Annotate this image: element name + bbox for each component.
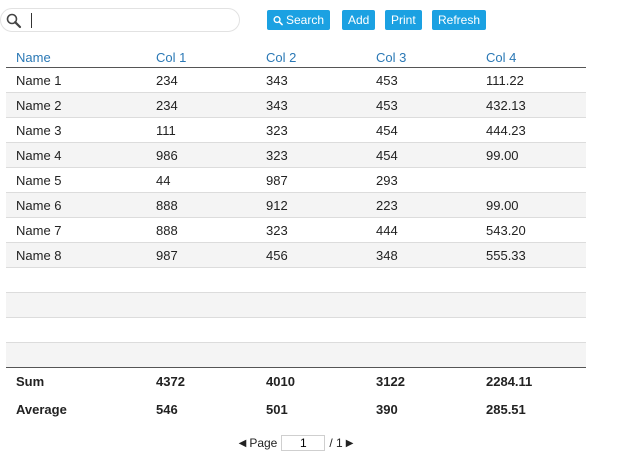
table-cell: 432.13 [486,98,526,113]
refresh-button[interactable]: Refresh [432,10,486,30]
search-button[interactable]: Search [267,10,330,30]
table-cell: 99.00 [486,148,519,163]
add-button-label: Add [348,13,370,27]
table-cell: 234 [156,73,178,88]
text-cursor [31,13,32,28]
print-button-label: Print [391,13,416,27]
column-header-col3[interactable]: Col 3 [376,50,407,65]
summary-label: Sum [16,374,45,389]
table-row[interactable]: Name 7 888 323 444 543.20 [6,218,586,243]
table-cell: 223 [376,198,398,213]
previous-page-icon[interactable]: ◀ [238,437,247,449]
table-cell: 348 [376,248,398,263]
summary-value: 390 [376,402,398,417]
table-cell: 323 [266,223,288,238]
empty-row [6,268,586,293]
table-row[interactable]: Name 5 44 987 293 [6,168,586,193]
table-cell: 453 [376,73,398,88]
summary-value: 4010 [266,374,295,389]
table-cell: 888 [156,198,178,213]
table-cell: 912 [266,198,288,213]
summary-value: 501 [266,402,288,417]
search-input[interactable] [27,11,227,29]
pager-total: / 1 [329,436,343,450]
table-cell: Name 4 [16,148,62,163]
data-grid: Name Col 1 Col 2 Col 3 Col 4 Name 1 234 … [6,48,586,424]
table-cell: 986 [156,148,178,163]
column-header-col1[interactable]: Col 1 [156,50,187,65]
table-cell: 888 [156,223,178,238]
table-cell: 343 [266,98,288,113]
table-row[interactable]: Name 6 888 912 223 99.00 [6,193,586,218]
table-cell: Name 2 [16,98,62,113]
summary-row-average: Average 546 501 390 285.51 [6,396,586,424]
grid-header: Name Col 1 Col 2 Col 3 Col 4 [6,48,586,68]
search-icon [5,12,23,30]
table-cell: Name 5 [16,173,62,188]
column-header-col2[interactable]: Col 2 [266,50,297,65]
empty-row [6,318,586,343]
pager-label: Page [249,436,278,450]
table-cell [476,168,586,192]
table-cell: Name 8 [16,248,62,263]
summary-value: 285.51 [486,402,526,417]
table-row[interactable]: Name 8 987 456 348 555.33 [6,243,586,268]
table-cell: 454 [376,123,398,138]
table-cell: 454 [376,148,398,163]
table-row[interactable]: Name 4 986 323 454 99.00 [6,143,586,168]
table-cell: 444 [376,223,398,238]
table-cell: 111.22 [486,73,524,88]
grid-summary: Sum 4372 4010 3122 2284.11 Average 546 5… [6,367,586,424]
summary-label: Average [16,402,67,417]
search-button-icon [273,15,283,25]
table-cell: Name 6 [16,198,62,213]
summary-value: 2284.11 [486,374,533,389]
table-cell: 987 [156,248,178,263]
table-cell: 293 [376,173,398,188]
table-cell: 234 [156,98,178,113]
column-header-name[interactable]: Name [16,50,51,65]
table-cell: 44 [156,173,171,188]
table-cell: 323 [266,148,288,163]
empty-row [6,343,586,367]
table-cell: 444.23 [486,123,526,138]
table-cell: 111 [156,123,176,138]
table-cell: Name 7 [16,223,62,238]
search-box[interactable] [0,8,240,32]
add-button[interactable]: Add [342,10,375,30]
table-cell: 555.33 [486,248,526,263]
table-row[interactable]: Name 2 234 343 453 432.13 [6,93,586,118]
table-cell: Name 3 [16,123,62,138]
search-button-label: Search [285,13,324,27]
refresh-button-label: Refresh [438,13,481,27]
summary-row-sum: Sum 4372 4010 3122 2284.11 [6,368,586,396]
print-button[interactable]: Print [385,10,422,30]
table-row[interactable]: Name 1 234 343 453 111.22 [6,68,586,93]
table-cell: 543.20 [486,223,526,238]
table-cell: 323 [266,123,288,138]
summary-value: 3122 [376,374,405,389]
pager: ◀ Page / 1 ▶ [0,433,592,453]
table-cell: 987 [266,173,288,188]
next-page-icon[interactable]: ▶ [345,437,354,449]
summary-value: 546 [156,402,178,417]
table-cell: 453 [376,98,398,113]
table-row[interactable]: Name 3 111 323 454 444.23 [6,118,586,143]
column-header-col4[interactable]: Col 4 [486,50,517,65]
table-cell: 456 [266,248,288,263]
table-cell: Name 1 [16,73,62,88]
page-number-input[interactable] [281,435,326,451]
toolbar: Search Add Print Refresh [0,0,620,40]
table-cell: 343 [266,73,288,88]
empty-row [6,293,586,318]
table-cell: 99.00 [486,198,519,213]
summary-value: 4372 [156,374,185,389]
